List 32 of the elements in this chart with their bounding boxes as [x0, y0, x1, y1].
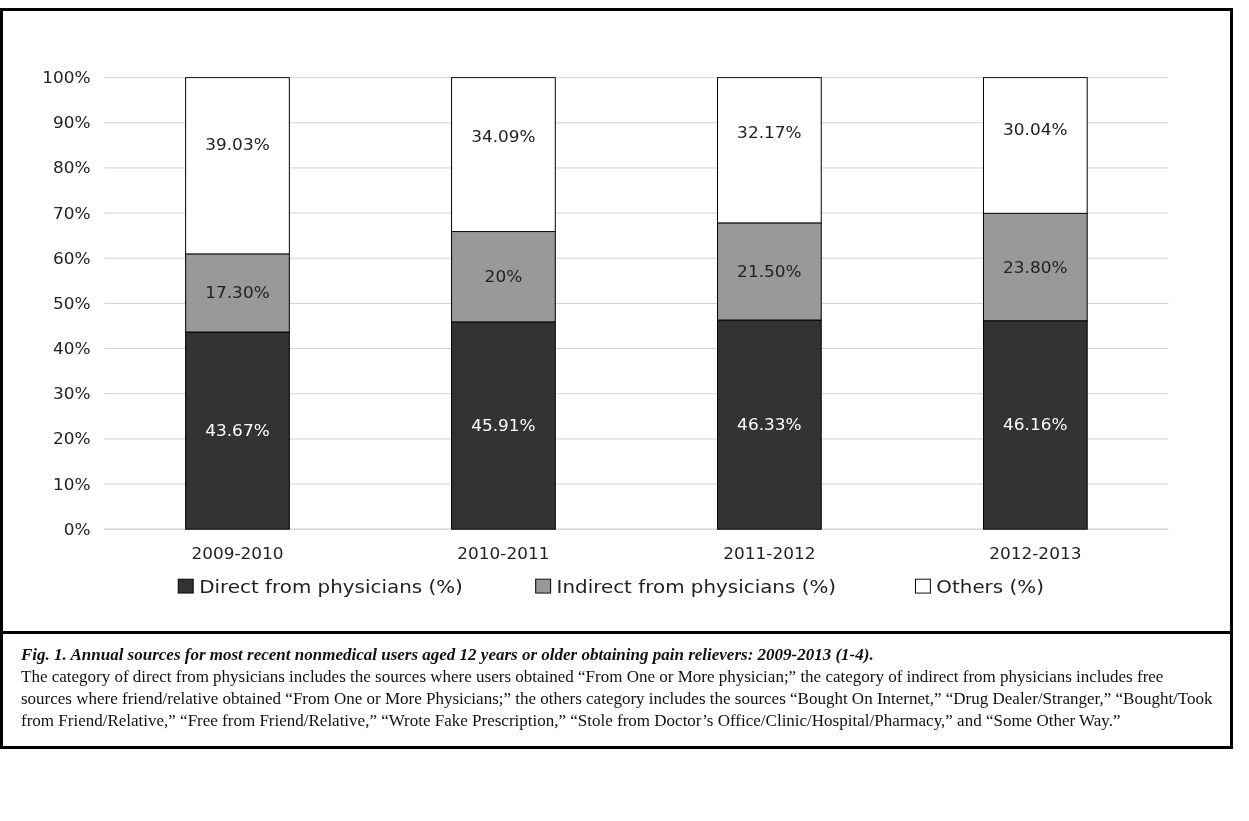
data-label: 32.17%	[737, 123, 802, 143]
x-tick-label: 2012-2013	[989, 544, 1082, 563]
x-tick-label: 2011-2012	[723, 544, 816, 563]
y-tick-label: 0%	[63, 520, 91, 539]
y-tick-label: 30%	[52, 384, 91, 404]
y-tick-label: 10%	[52, 475, 91, 494]
data-label: 46.16%	[1003, 416, 1068, 435]
y-tick-label: 50%	[52, 294, 91, 313]
data-label: 39.03%	[205, 135, 270, 154]
text: Fig. 1. Annual sources for most recent nonmedical users aged 12 years or older obtaining pain relievers: 2009-2013 (1-4).	[21, 644, 875, 666]
y-tick-label: 80%	[52, 159, 91, 178]
x-tick-label: 2010-2011	[457, 544, 550, 563]
legend-label: Indirect from physicians (%)	[556, 575, 837, 598]
y-tick-label: 20%	[52, 429, 91, 449]
data-label: 43.67%	[205, 421, 270, 440]
data-label: 23.80%	[1003, 258, 1068, 277]
legend-label: Others (%)	[936, 575, 1044, 598]
x-tick-label: 2009-2010	[191, 544, 284, 563]
y-tick-label: 60%	[52, 249, 91, 268]
y-tick-label: 90%	[52, 113, 91, 133]
data-label: 20%	[484, 267, 523, 287]
text: The category of direct from physicians includes the sources where users obtained “From One or More physician;” the category of indirect from physicians includes free sources where friend/relative obtained “From One or More Physicians;” the others category includes the sources “Bought On Internet,” “Drug Dealer/Stranger,” “Bought/Took from Friend/Relative,” “Free from Friend/Relative,” “Wrote Fake Prescription,” “Stole from Doctor’s Office/Clinic/Hospital/Pharmacy,” and “Some Other Way.”	[21, 666, 1214, 732]
data-label: 46.33%	[737, 415, 802, 434]
legend-label: Direct from physicians (%)	[199, 575, 463, 598]
data-label: 34.09%	[471, 127, 536, 146]
data-label: 30.04%	[1003, 120, 1068, 139]
y-tick-label: 40%	[52, 339, 91, 358]
y-tick-label: 70%	[52, 204, 91, 223]
data-label: 21.50%	[737, 262, 802, 281]
y-tick-label: 100%	[42, 68, 91, 87]
data-label: 17.30%	[205, 284, 270, 303]
data-label: 45.91%	[471, 416, 536, 435]
